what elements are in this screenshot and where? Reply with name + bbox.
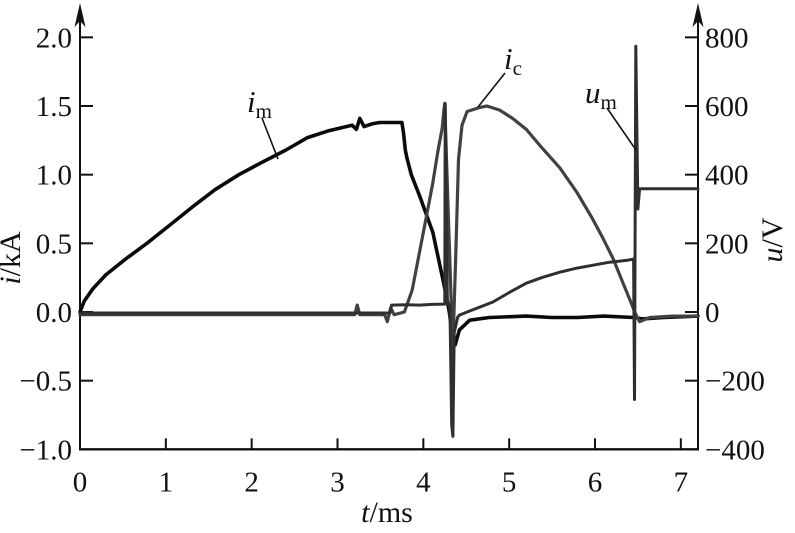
right-tick-label: −200 bbox=[705, 366, 765, 398]
right-tick-label: 600 bbox=[705, 91, 749, 123]
x-tick-label: 4 bbox=[416, 466, 431, 498]
y-axis-left-title: i/kA bbox=[0, 231, 27, 285]
left-axis-arrow bbox=[74, 3, 86, 27]
x-tick-label: 3 bbox=[330, 466, 345, 498]
annotation-label-i-m: im bbox=[247, 84, 272, 123]
x-tick-label: 5 bbox=[502, 466, 517, 498]
right-tick-label: 800 bbox=[705, 22, 749, 54]
x-tick-label: 6 bbox=[588, 466, 603, 498]
annotation-label-i-c: ic bbox=[504, 41, 522, 80]
annotation-leader-i-c bbox=[477, 72, 506, 108]
left-tick-label: −0.5 bbox=[19, 366, 72, 398]
x-tick-label: 0 bbox=[73, 466, 88, 498]
right-tick-label: 400 bbox=[705, 160, 749, 192]
left-tick-label: −1.0 bbox=[19, 434, 72, 466]
right-tick-label: −400 bbox=[705, 434, 765, 466]
right-tick-label: 200 bbox=[705, 228, 749, 260]
x-axis-title: t/ms bbox=[361, 496, 413, 529]
x-tick-label: 1 bbox=[159, 466, 174, 498]
left-tick-label: 2.0 bbox=[36, 22, 72, 54]
y-axis-right-title: u/V bbox=[756, 217, 789, 262]
annotation-label-u-m: um bbox=[585, 75, 617, 114]
annotation-leader-i-m bbox=[261, 117, 279, 160]
annotation-leader-u-m bbox=[606, 107, 637, 151]
x-tick-label: 7 bbox=[674, 466, 689, 498]
right-tick-label: 0 bbox=[705, 297, 720, 329]
series-i-m-line bbox=[78, 116, 700, 347]
left-tick-label: 0.0 bbox=[36, 297, 72, 329]
series-i-c-line bbox=[78, 101, 700, 362]
left-tick-label: 1.0 bbox=[36, 160, 72, 192]
right-axis-arrow bbox=[692, 3, 704, 27]
left-tick-label: 1.5 bbox=[36, 91, 72, 123]
left-tick-label: 0.5 bbox=[36, 228, 72, 260]
series-u-m-line bbox=[78, 44, 700, 438]
x-tick-label: 2 bbox=[244, 466, 259, 498]
